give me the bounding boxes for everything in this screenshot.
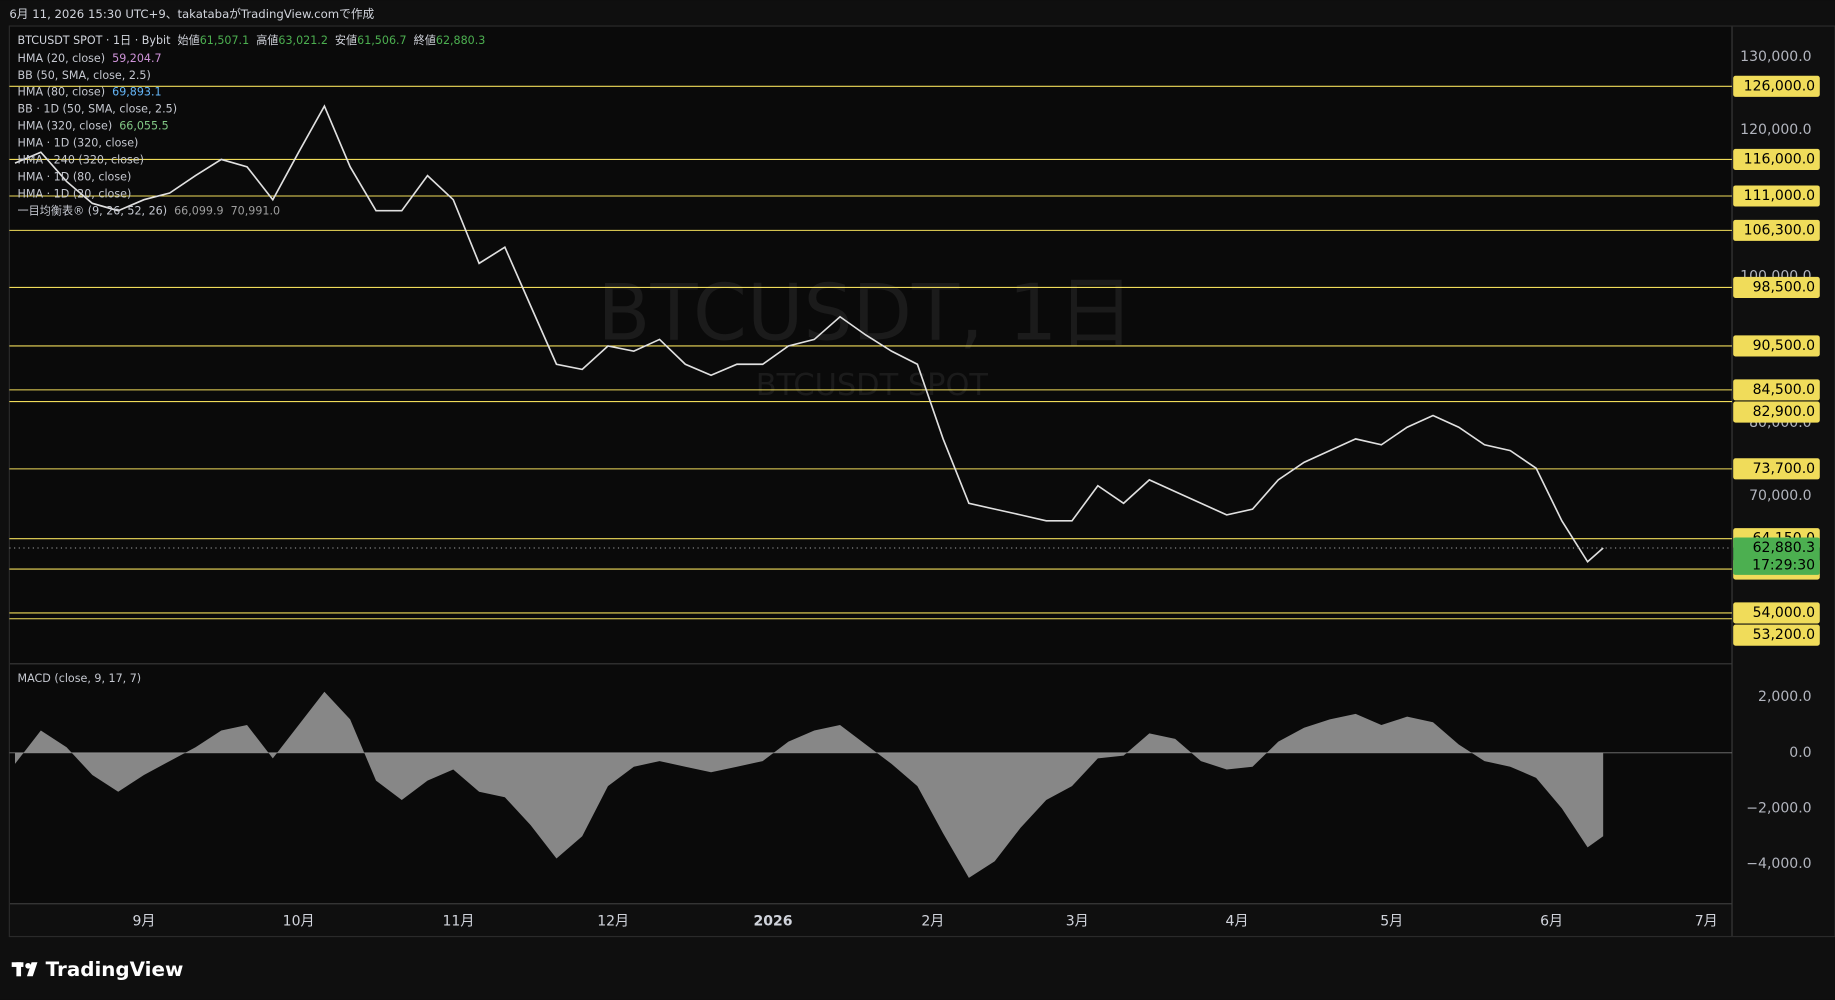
level-label-bg [1733, 401, 1820, 423]
indicator-value: 66,099.9 [174, 205, 223, 218]
level-label: 73,700.0 [1753, 461, 1815, 477]
price-line [14, 104, 1604, 564]
ohlc-label: 高値 [256, 33, 278, 47]
indicator-legend: BB (50, SMA, close, 2.5) [18, 69, 151, 82]
level-label-bg [1733, 458, 1820, 480]
logo-mark [16, 962, 22, 977]
indicator-legend: HMA · 1D (20, close) [18, 188, 132, 201]
indicator-name: BB (50, SMA, close, 2.5) [18, 69, 151, 82]
level-label: 53,200.0 [1753, 627, 1815, 643]
indicator-legend: 一目均衡表® (9, 26, 52, 26) 66,099.9 70,991.0 [18, 204, 281, 218]
indicator-name: HMA · 1D (320, close) [18, 137, 139, 150]
header: 6月 11, 2026 15:30 UTC+9、takatabaがTrading… [9, 7, 374, 21]
watermark: BTCUSDT SPOT [756, 368, 989, 403]
y-tick-label: 120,000.0 [1740, 122, 1811, 138]
x-tick-label: 6月 [1540, 913, 1563, 929]
brand-logo: TradingView [11, 958, 184, 981]
x-tick-label: 9月 [132, 913, 155, 929]
countdown: 17:29:30 [1752, 558, 1815, 574]
indicator-name: HMA · 1D (20, close) [18, 188, 132, 201]
indicator-value: 69,893.1 [112, 86, 161, 99]
symbol: BTCUSDT SPOT · 1日 · Bybit [18, 34, 172, 47]
logo-mark [26, 962, 38, 977]
ohlc-value: 62,880.3 [436, 34, 485, 47]
x-tick-label: 10月 [283, 913, 315, 929]
x-tick-label: 12月 [597, 913, 629, 929]
indicator-name: BB · 1D (50, SMA, close, 2.5) [18, 103, 178, 116]
level-label: 84,500.0 [1753, 382, 1815, 398]
level-label-bg [1733, 276, 1820, 298]
y-tick-label: 130,000.0 [1740, 49, 1811, 65]
x-tick-label: 2月 [921, 913, 944, 929]
level-label: 98,500.0 [1753, 279, 1815, 295]
level-label-bg [1733, 75, 1820, 97]
indicator-legend: HMA · 1D (320, close) [18, 137, 139, 150]
logo-mark [25, 962, 31, 969]
indicator-name: HMA · 1D (80, close) [18, 171, 132, 184]
x-tick-label: 2026 [753, 913, 792, 929]
level-label: 90,500.0 [1753, 338, 1815, 354]
ohlc-value: 63,021.2 [278, 34, 327, 47]
ohlc-label: 安値 [335, 33, 357, 47]
frame [8, 25, 1835, 938]
level-label: 116,000.0 [1744, 151, 1815, 167]
level-label-bg [1733, 335, 1820, 357]
x-tick-label: 7月 [1695, 913, 1718, 929]
chart-panes [9, 26, 1733, 904]
level-label-bg [1733, 219, 1820, 241]
y-tick-label: 70,000.0 [1749, 488, 1811, 504]
watermark: BTCUSDT, 1日 [597, 269, 1134, 359]
ohlc-label: 始値 [177, 33, 199, 47]
indicator-value: 66,055.5 [119, 120, 168, 133]
level-label: 82,900.0 [1753, 404, 1815, 420]
indicator-name: HMA · 240 (320, close) [18, 154, 144, 167]
indicator-legend: HMA · 240 (320, close) [18, 154, 144, 167]
x-tick-label: 3月 [1066, 913, 1089, 929]
indicator-name: HMA (80, close) [18, 86, 106, 99]
y-tick-label: −4,000.0 [1746, 856, 1811, 872]
x-tick-label: 4月 [1226, 913, 1249, 929]
indicator-legend: BB · 1D (50, SMA, close, 2.5) [18, 103, 178, 116]
last-price-label: 62,880.3 [1753, 540, 1815, 556]
x-tick-label: 11月 [443, 913, 475, 929]
ohlc-value: 61,507.1 [200, 34, 249, 47]
level-label-bg [1733, 602, 1820, 624]
level-label-bg [1733, 148, 1820, 170]
level-label-bg [1733, 379, 1820, 401]
indicator-legend: HMA (320, close) 66,055.5 [18, 120, 169, 133]
y-tick-label: 2,000.0 [1758, 689, 1812, 705]
level-label-bg [1733, 185, 1820, 207]
level-label-bg [1733, 624, 1820, 646]
last-price-bg [1733, 537, 1820, 575]
indicator-legend: HMA (20, close) 59,204.7 [18, 52, 162, 65]
x-tick-label: 5月 [1380, 913, 1403, 929]
ohlc-label: 終値 [414, 33, 436, 47]
indicator-name: HMA (20, close) [18, 52, 106, 65]
ohlc-value: 61,506.7 [357, 34, 406, 47]
level-label: 106,300.0 [1744, 222, 1815, 238]
indicator-legend: HMA (80, close) 69,893.1 [18, 86, 162, 99]
pane-title: MACD (close, 9, 17, 7) [18, 672, 142, 685]
y-tick-label: −2,000.0 [1746, 800, 1811, 816]
brand: TradingView [46, 958, 184, 981]
legend-title: BTCUSDT SPOT · 1日 · Bybit 始値61,507.1 高値63,… [18, 33, 486, 47]
indicator-name: HMA (320, close) [18, 120, 113, 133]
indicator-name: 一目均衡表® (9, 26, 52, 26) [18, 204, 168, 218]
indicator-value: 70,991.0 [231, 205, 280, 218]
indicator-value: 59,204.7 [112, 52, 161, 65]
level-label: 126,000.0 [1744, 78, 1815, 94]
indicator-legend: HMA · 1D (80, close) [18, 171, 132, 184]
level-label: 111,000.0 [1744, 188, 1815, 204]
y-tick-label: 0.0 [1789, 745, 1811, 761]
level-label: 54,000.0 [1753, 605, 1815, 621]
